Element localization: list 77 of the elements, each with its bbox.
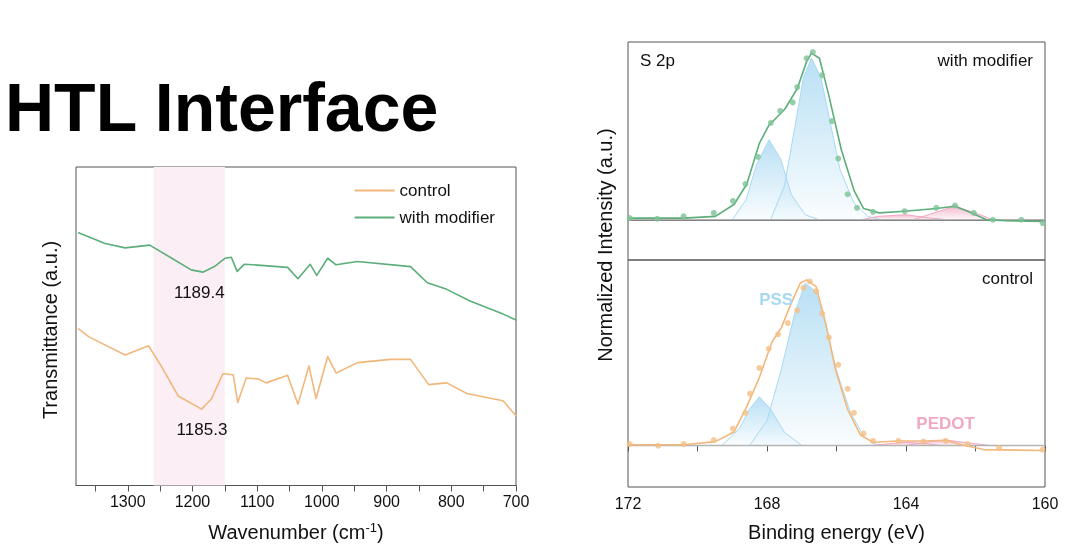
point (844, 385, 851, 392)
point (626, 441, 633, 448)
x-tick-label: 700 (502, 493, 530, 510)
point (869, 208, 876, 215)
legend-label: with modifier (398, 208, 496, 227)
x-tick-label: 800 (437, 493, 465, 510)
point (794, 84, 801, 91)
point (989, 216, 996, 223)
point (680, 213, 687, 220)
y-axis-title: Transmittance (a.u.) (38, 240, 62, 420)
point (1039, 446, 1046, 453)
x-tick-label: 1000 (304, 493, 340, 510)
point (869, 437, 876, 444)
point (970, 209, 977, 216)
point (789, 99, 796, 106)
point (803, 55, 810, 62)
point (1018, 216, 1025, 223)
point (1039, 220, 1046, 227)
annotation: with modifier (936, 51, 1034, 70)
point (777, 107, 784, 114)
annotation: control (981, 269, 1034, 288)
point (933, 204, 940, 211)
x-tick-label: 1300 (109, 493, 146, 510)
x-tick-label: 160 (1031, 494, 1059, 512)
point (680, 441, 687, 448)
x-tick-label: 900 (373, 493, 401, 510)
x-tick-label: 168 (753, 494, 781, 512)
legend-label: control (399, 181, 451, 200)
chart-title: HTL Interface (5, 69, 439, 145)
point (901, 208, 908, 215)
point (920, 438, 927, 445)
point (828, 118, 835, 125)
point (654, 215, 661, 222)
point (626, 215, 633, 222)
point (895, 437, 902, 444)
point (754, 153, 761, 160)
point (835, 155, 842, 162)
point (775, 331, 782, 338)
point (742, 409, 749, 416)
annotation: 1185.3 (176, 420, 228, 440)
y-axis-title: Normalized Intensity (a.u.) (593, 128, 617, 362)
point (825, 334, 832, 341)
point (729, 197, 736, 204)
point (942, 437, 949, 444)
series-label: PEDOT (916, 413, 976, 433)
point (794, 307, 801, 314)
series-label: PSS (759, 290, 794, 310)
x-tick-label: 1200 (174, 493, 211, 510)
point (746, 390, 753, 397)
point (860, 430, 867, 437)
x-tick-label: 164 (892, 494, 920, 512)
point (813, 288, 819, 295)
point (800, 284, 807, 291)
annotation: S 2p (640, 51, 675, 70)
point (952, 202, 958, 209)
x-axis-title: Binding energy (eV) (748, 521, 925, 543)
annotation: 1189.4 (173, 283, 225, 303)
point (964, 441, 971, 448)
point (729, 425, 736, 432)
point (710, 436, 717, 443)
point (844, 191, 851, 198)
point (996, 444, 1003, 451)
point (819, 310, 826, 317)
point (765, 345, 772, 352)
point (835, 361, 842, 368)
point (756, 364, 763, 371)
point (854, 204, 860, 211)
point (655, 442, 662, 449)
x-tick-label: 172 (614, 494, 642, 512)
point (784, 320, 791, 327)
point (850, 409, 857, 416)
point (742, 181, 749, 188)
x-tick-label: 1100 (239, 493, 275, 510)
point (710, 209, 717, 216)
point (809, 49, 816, 56)
point (819, 72, 826, 79)
point (767, 119, 774, 126)
